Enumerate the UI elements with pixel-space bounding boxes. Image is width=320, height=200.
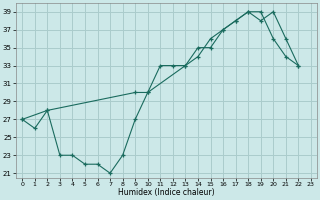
X-axis label: Humidex (Indice chaleur): Humidex (Indice chaleur) <box>118 188 215 197</box>
